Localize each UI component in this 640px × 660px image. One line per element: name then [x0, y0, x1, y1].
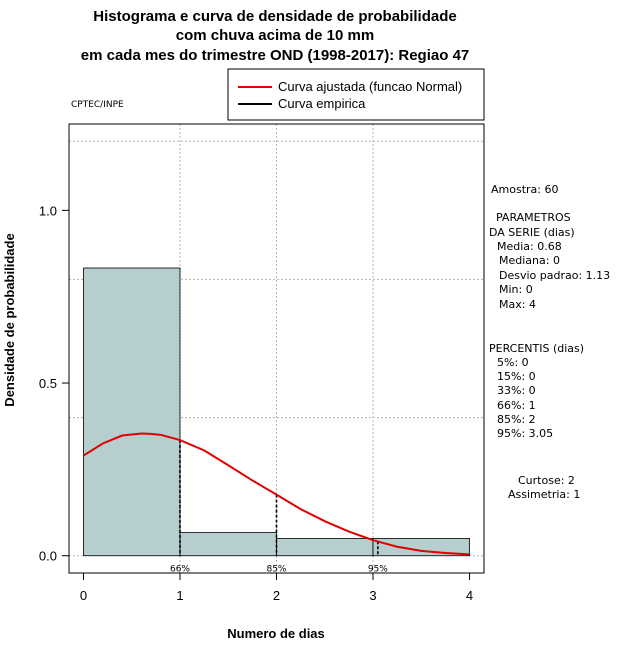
stats-panel: Amostra: 60 PARAMETROS DA SERIE (dias) M… [489, 183, 610, 501]
stat-p85: 85%: 2 [497, 413, 536, 426]
axes: 0 1 2 3 4 0.0 0.5 1.0 [39, 203, 473, 603]
percentile-label-2: 95% [368, 565, 388, 575]
stat-mediana: Mediana: 0 [499, 254, 560, 267]
curve-series-0 [82, 432, 470, 556]
stat-p5: 5%: 0 [497, 356, 529, 369]
y-tick-label-2: 1.0 [39, 203, 57, 218]
x-axis-label: Numero de dias [227, 626, 325, 641]
legend-box [227, 68, 485, 121]
x-tick-label-1: 1 [176, 588, 183, 603]
y-tick-label-1: 0.5 [39, 376, 57, 391]
histogram-bar-0 [83, 267, 181, 557]
x-tick-label-4: 4 [466, 588, 473, 603]
source-label: CPTEC/INPE [71, 100, 124, 110]
stat-p95: 95%: 3.05 [497, 427, 553, 440]
density-curves [82, 432, 470, 556]
chart-title-line-3: em cada mes do trimestre OND (1998-2017)… [81, 47, 470, 64]
stat-media: Media: 0.68 [497, 240, 562, 253]
stat-max: Max: 4 [499, 298, 536, 311]
legend-empirical-label: Curva empirica [278, 96, 366, 111]
chart-title-line-1: Histograma e curva de densidade de proba… [93, 8, 456, 25]
stat-p33: 33%: 0 [497, 384, 536, 397]
stat-assimetria: Assimetria: 1 [508, 488, 580, 501]
stat-param-title-2: DA SERIE (dias) [489, 226, 575, 239]
y-axis-label: Densidade de probabilidade [2, 233, 17, 406]
stat-desvio: Desvio padrao: 1.13 [499, 269, 610, 282]
histogram-bar-1 [179, 532, 277, 557]
legend-fitted-label: Curva ajustada (funcao Normal) [278, 79, 462, 94]
y-tick-label-0: 0.0 [39, 549, 57, 564]
histogram-bar-2 [276, 538, 374, 557]
stat-min: Min: 0 [499, 283, 533, 296]
legend: Curva ajustada (funcao Normal) Curva emp… [227, 68, 485, 121]
stat-p66: 66%: 1 [497, 399, 536, 412]
percentile-label-1: 85% [266, 565, 286, 575]
chart-title-line-2: com chuva acima de 10 mm [176, 27, 374, 44]
stat-p15: 15%: 0 [497, 370, 536, 383]
stat-curtose: Curtose: 2 [518, 474, 575, 487]
x-tick-label-0: 0 [80, 588, 87, 603]
stat-amostra: Amostra: 60 [491, 183, 558, 196]
stat-param-title-1: PARAMETROS [496, 211, 571, 224]
histogram-bars [83, 267, 470, 557]
x-tick-label-3: 3 [369, 588, 376, 603]
percentile-markers: 66% 85% 95% [170, 440, 388, 575]
histogram-bar-3 [372, 538, 470, 557]
x-tick-label-2: 2 [273, 588, 280, 603]
stat-perc-title: PERCENTIS (dias) [489, 342, 584, 355]
percentile-label-0: 66% [170, 565, 190, 575]
